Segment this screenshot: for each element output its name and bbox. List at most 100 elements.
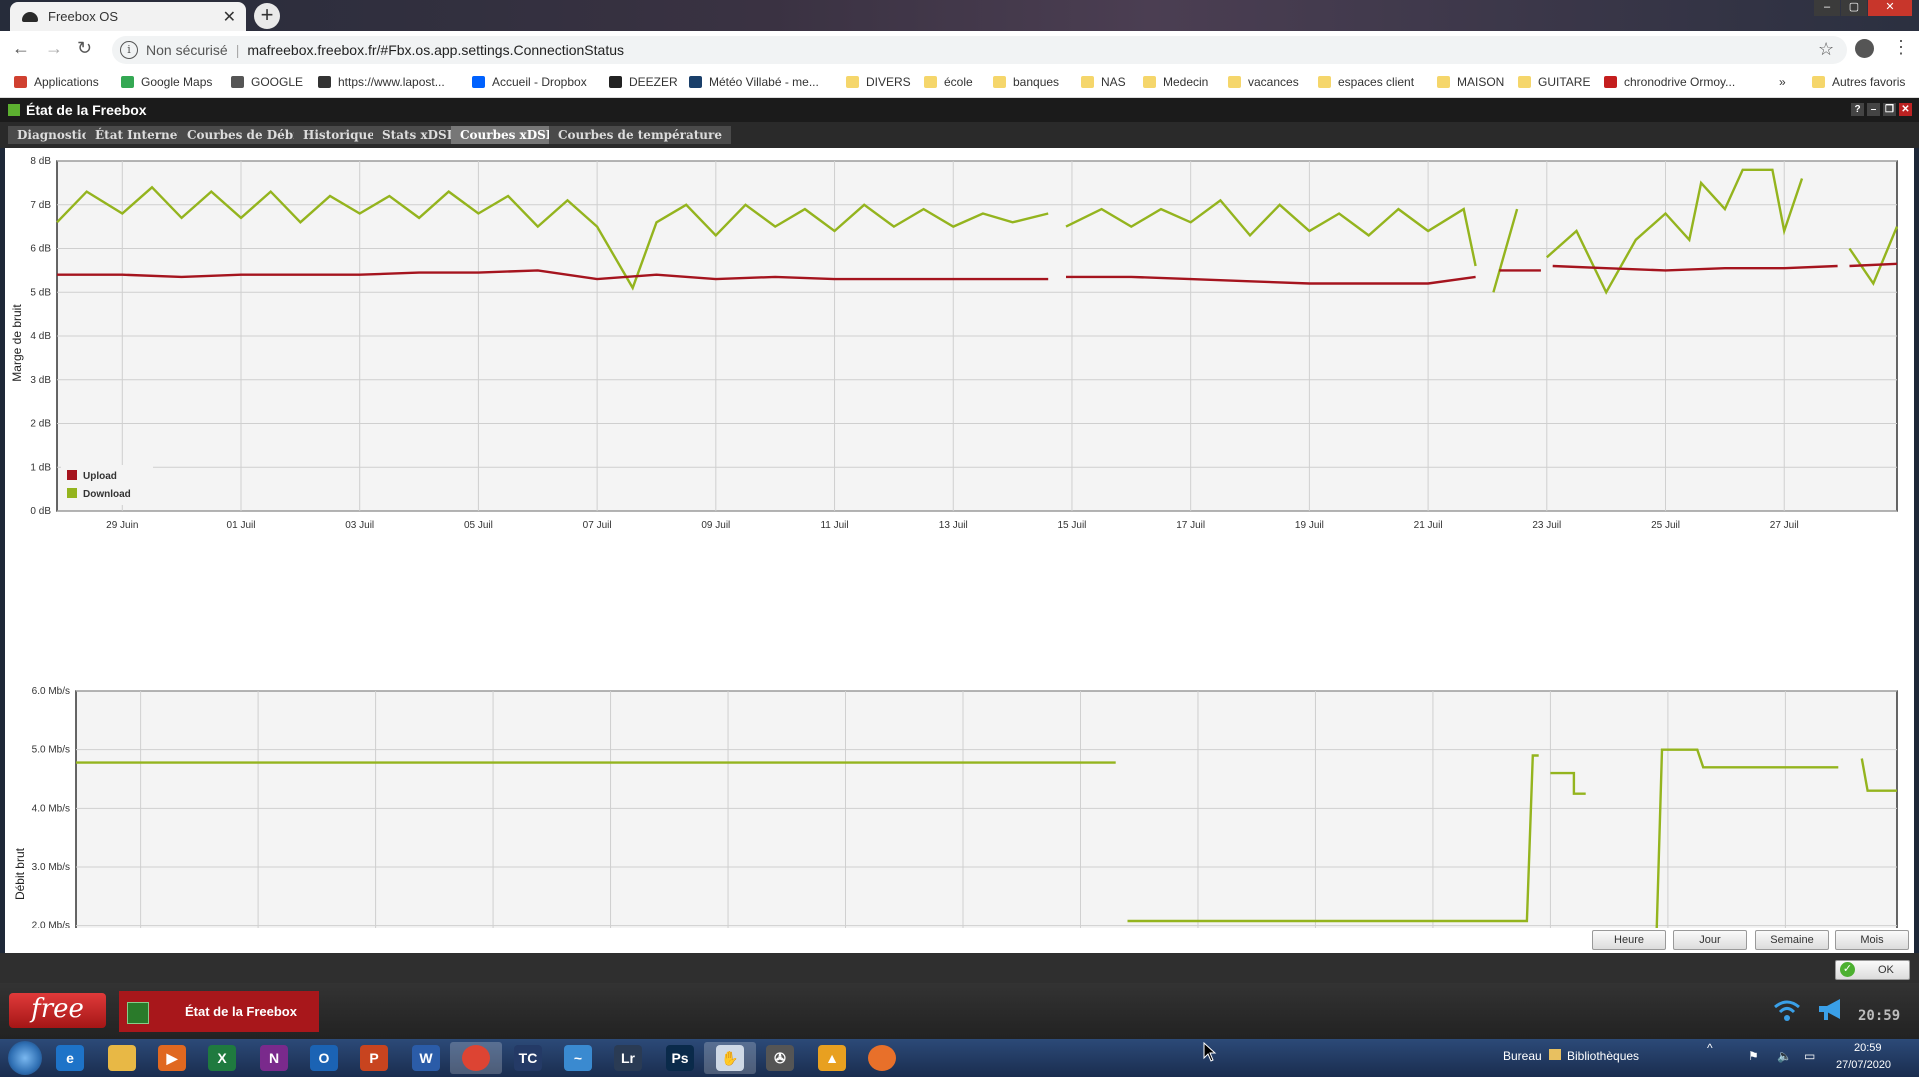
chrome-icon — [462, 1045, 490, 1071]
word-icon: W — [412, 1045, 440, 1071]
folder-icon — [1143, 76, 1156, 88]
app-tab[interactable]: Courbes xDSL — [451, 126, 564, 144]
app-tab[interactable]: Diagnostic — [8, 126, 99, 144]
taskbar-app[interactable]: Ps — [654, 1042, 706, 1074]
bookmark-item[interactable]: Medecin — [1143, 75, 1208, 89]
taskbar-app[interactable] — [96, 1042, 148, 1074]
bookmark-item[interactable]: MAISON — [1437, 75, 1504, 89]
action-center-icon[interactable]: ▭ — [1804, 1049, 1816, 1063]
taskbar-app[interactable]: TC — [502, 1042, 554, 1074]
app-restore-icon[interactable]: ❐ — [1883, 103, 1896, 116]
ok-button[interactable]: ✓ OK — [1835, 960, 1910, 980]
close-window-icon[interactable]: ✕ — [1868, 0, 1912, 16]
app-window-title: État de la Freebox — [26, 102, 147, 118]
help-icon[interactable]: ? — [1851, 103, 1864, 116]
bookmark-item[interactable]: GUITARE — [1518, 75, 1590, 89]
bookmark-item[interactable]: Autres favoris — [1812, 75, 1905, 89]
x-tick-label: 29 Juin — [106, 520, 138, 531]
bookmark-item[interactable]: » — [1779, 75, 1786, 89]
bookmark-label: MAISON — [1457, 75, 1505, 89]
y-axis-label: Marge de bruit — [10, 304, 24, 382]
bookmark-item[interactable]: GOOGLE — [231, 75, 303, 89]
not-secure-label: Non sécurisé — [146, 42, 228, 58]
bookmark-label: Autres favoris — [1832, 75, 1906, 89]
lightroom-icon: Lr — [614, 1045, 642, 1071]
taskbar-app[interactable] — [856, 1042, 908, 1074]
range-button[interactable]: Semaine — [1755, 930, 1829, 950]
taskbar-app[interactable]: ~ — [552, 1042, 604, 1074]
taskbar-app[interactable]: O — [298, 1042, 350, 1074]
close-tab-icon[interactable]: ✕ — [222, 9, 236, 26]
bookmark-item[interactable]: chronodrive Ormoy... — [1604, 75, 1735, 89]
bookmark-item[interactable]: Météo Villabé - me... — [689, 75, 819, 89]
reload-icon[interactable]: ↻ — [77, 38, 93, 58]
bookmark-item[interactable]: Google Maps — [121, 75, 212, 89]
bookmark-item[interactable]: Accueil - Dropbox — [472, 75, 587, 89]
wifi-icon[interactable] — [1772, 997, 1802, 1023]
free-start-button[interactable]: free — [9, 993, 106, 1028]
windows-start-button[interactable] — [8, 1041, 42, 1075]
app-tab[interactable]: Courbes de température — [549, 126, 731, 144]
taskbar-app[interactable]: Lr — [602, 1042, 654, 1074]
series-line-download — [56, 168, 1899, 295]
taskbar-app[interactable]: ▲ — [806, 1042, 858, 1074]
info-icon[interactable]: i — [120, 41, 138, 59]
outlook-icon: O — [310, 1045, 338, 1071]
taskbar-app[interactable]: N — [248, 1042, 300, 1074]
x-tick-label: 11 Juil — [820, 520, 848, 531]
bookmark-item[interactable]: NAS — [1081, 75, 1126, 89]
app-close-icon[interactable]: ✕ — [1899, 103, 1912, 116]
taskbar-app[interactable]: e — [44, 1042, 96, 1074]
app-tab[interactable]: État Internet — [86, 126, 192, 144]
app-tab[interactable]: Stats xDSL — [373, 126, 465, 144]
browser-tab[interactable]: Freebox OS ✕ — [10, 2, 246, 31]
browser-menu-icon[interactable]: ⋮ — [1892, 37, 1910, 57]
volume-tray-icon[interactable]: 🔈 — [1777, 1049, 1792, 1063]
x-tick-label: 21 Juil — [1414, 520, 1443, 531]
tray-bibliotheques[interactable]: Bibliothèques — [1567, 1049, 1640, 1063]
back-icon[interactable]: ← — [12, 38, 30, 58]
x-tick-label: 17 Juil — [1176, 520, 1205, 531]
range-button[interactable]: Heure — [1592, 930, 1666, 950]
app-tab[interactable]: Courbes de Débit — [178, 126, 313, 144]
bookmark-item[interactable]: DIVERS — [846, 75, 911, 89]
range-button[interactable]: Jour — [1673, 930, 1747, 950]
taskbar-app[interactable]: X — [196, 1042, 248, 1074]
range-button[interactable]: Mois — [1835, 930, 1909, 950]
taskbar-item-etat-freebox[interactable]: État de la Freebox — [119, 991, 319, 1032]
taskbar-app[interactable]: ▶ — [146, 1042, 198, 1074]
tray-date[interactable]: 27/07/2020 — [1836, 1059, 1892, 1071]
url-omnibox[interactable]: i Non sécurisé | mafreebox.freebox.fr/#F… — [112, 36, 1847, 64]
x-tick-label: 09 Juil — [701, 520, 730, 531]
url-separator: | — [235, 42, 240, 58]
tray-time[interactable]: 20:59 — [1854, 1042, 1882, 1054]
taskbar-app[interactable]: ✋ — [704, 1042, 756, 1074]
show-hidden-icons[interactable]: ^ — [1707, 1041, 1713, 1055]
network-tray-icon[interactable]: ⚑ — [1748, 1049, 1759, 1063]
vlc-like-icon: ▲ — [818, 1045, 846, 1071]
bookmark-star-icon[interactable]: ☆ — [1818, 39, 1835, 59]
app-tab[interactable]: Historique — [294, 126, 384, 144]
bookmark-item[interactable]: https://www.lapost... — [318, 75, 445, 89]
taskbar-app[interactable]: W — [400, 1042, 452, 1074]
bookmark-item[interactable]: DEEZER — [609, 75, 678, 89]
bookmark-item[interactable]: espaces client — [1318, 75, 1414, 89]
bookmark-item[interactable]: école — [924, 75, 973, 89]
taskbar-app[interactable]: P — [348, 1042, 400, 1074]
bookmark-item[interactable]: vacances — [1228, 75, 1299, 89]
maximize-window-icon[interactable]: ▢ — [1841, 0, 1867, 16]
taskbar-app[interactable] — [450, 1042, 502, 1074]
megaphone-icon[interactable] — [1816, 997, 1846, 1023]
forward-icon[interactable]: → — [45, 38, 63, 58]
app-footer — [0, 953, 1919, 983]
account-avatar-icon[interactable] — [1855, 39, 1874, 58]
taskbar-app[interactable]: ✇ — [754, 1042, 806, 1074]
bird-icon: ~ — [564, 1045, 592, 1071]
y-tick-label: 2 dB — [30, 419, 51, 430]
app-minimize-icon[interactable]: – — [1867, 103, 1880, 116]
tray-bureau[interactable]: Bureau — [1503, 1049, 1542, 1063]
new-tab-button[interactable]: + — [254, 3, 280, 29]
minimize-window-icon[interactable]: – — [1814, 0, 1840, 16]
bookmark-item[interactable]: banques — [993, 75, 1059, 89]
bookmark-item[interactable]: Applications — [14, 75, 99, 89]
